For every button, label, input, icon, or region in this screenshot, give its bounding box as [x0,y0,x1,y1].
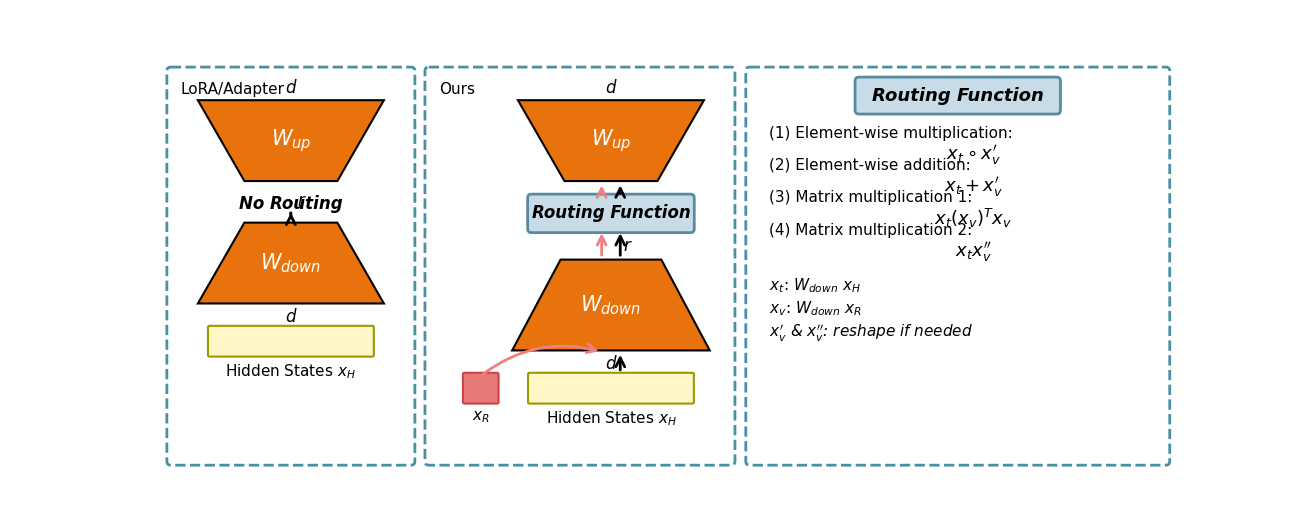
Text: $W_{up}$: $W_{up}$ [591,127,631,154]
Text: $x_t + x_v'$: $x_t + x_v'$ [944,175,1003,199]
Text: Ours: Ours [439,83,475,97]
Text: (2) Element-wise addition:: (2) Element-wise addition: [769,158,970,173]
Text: Routing Function: Routing Function [532,204,690,222]
FancyBboxPatch shape [207,326,374,357]
Polygon shape [198,100,383,181]
Text: $x_v$: $W_{down}$ $x_R$: $x_v$: $W_{down}$ $x_R$ [769,300,862,318]
FancyBboxPatch shape [425,67,735,465]
FancyBboxPatch shape [528,194,694,232]
Text: $x_t$: $W_{down}$ $x_H$: $x_t$: $W_{down}$ $x_H$ [769,277,861,295]
Polygon shape [198,222,383,304]
Text: Hidden States $x_H$: Hidden States $x_H$ [226,363,356,382]
Text: $x_R$: $x_R$ [472,409,489,425]
FancyBboxPatch shape [167,67,415,465]
Text: $d$: $d$ [284,79,297,97]
Text: $r$: $r$ [297,192,306,210]
Text: $x_t x_v''$: $x_t x_v''$ [955,240,991,264]
Text: (4) Matrix multiplication 2:: (4) Matrix multiplication 2: [769,222,973,238]
Text: $W_{up}$: $W_{up}$ [271,127,312,154]
Text: Hidden States $x_H$: Hidden States $x_H$ [545,409,677,428]
Polygon shape [518,100,704,181]
Polygon shape [512,260,709,350]
Text: LoRA/Adapter: LoRA/Adapter [181,83,284,97]
Text: No Routing: No Routing [239,195,343,213]
FancyBboxPatch shape [746,67,1170,465]
Text: $r$: $r$ [623,237,632,255]
FancyBboxPatch shape [528,373,694,404]
Text: $x_v'$ & $x_v''$: reshape if needed: $x_v'$ & $x_v''$: reshape if needed [769,323,973,344]
FancyBboxPatch shape [463,373,498,404]
Text: $x_t(x_v)^T x_v$: $x_t(x_v)^T x_v$ [935,207,1012,230]
Text: $d$: $d$ [284,308,297,326]
Text: (1) Element-wise multiplication:: (1) Element-wise multiplication: [769,125,1013,141]
Text: $W_{down}$: $W_{down}$ [261,251,321,275]
Text: $d$: $d$ [605,79,617,97]
Text: $x_t \circ x_v'$: $x_t \circ x_v'$ [945,142,1001,167]
FancyBboxPatch shape [855,77,1060,114]
Text: (3) Matrix multiplication 1:: (3) Matrix multiplication 1: [769,190,973,206]
Text: Routing Function: Routing Function [872,86,1043,104]
Text: $W_{down}$: $W_{down}$ [580,293,642,317]
Text: $d$: $d$ [605,355,617,373]
